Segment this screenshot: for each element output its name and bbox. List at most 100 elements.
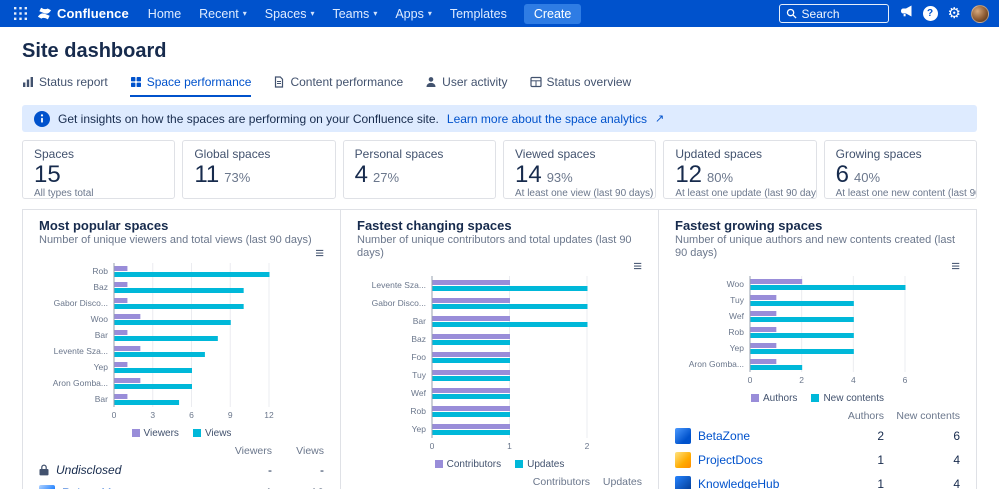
svg-text:Woo: Woo: [727, 279, 745, 289]
stats-card-row: Spaces 15 All types total Global spaces …: [22, 140, 977, 199]
chart-menu-icon[interactable]: ≡: [633, 258, 642, 275]
space-link[interactable]: BetaZone: [698, 429, 751, 443]
charts-panel-row: Most popular spaces Number of unique vie…: [22, 209, 977, 489]
table-grid-icon: [529, 76, 542, 88]
space-link[interactable]: ProjectDocs: [698, 453, 763, 467]
svg-text:6: 6: [189, 410, 194, 420]
column-header: New contents: [896, 410, 960, 422]
svg-text:Levente Sza...: Levente Sza...: [372, 280, 426, 290]
nav-item-recent[interactable]: Recent ▾: [199, 6, 247, 21]
popular-spaces-table: Viewers Views Undisclosed - - Robert Mon…: [39, 442, 324, 489]
chart-legend: Contributors Updates: [357, 457, 642, 471]
chart-legend: Viewers Views: [39, 426, 324, 440]
nav-right-cluster: ? ⚙: [778, 4, 989, 23]
panel-fastest-changing-spaces: Fastest changing spaces Number of unique…: [340, 210, 658, 489]
svg-text:Wef: Wef: [729, 311, 745, 321]
top-navigation-bar: Confluence Home Recent ▾ Spaces ▾ Teams ▾ A…: [0, 0, 999, 27]
gear-icon[interactable]: ⚙: [947, 5, 961, 22]
announcements-icon[interactable]: [899, 4, 913, 23]
tab-status-overview[interactable]: Status overview: [529, 75, 631, 97]
help-icon[interactable]: ?: [922, 6, 938, 21]
stat-card-global-spaces: Global spaces 11 73%: [182, 140, 336, 199]
chevron-down-icon: ▾: [242, 9, 247, 18]
nav-item-templates[interactable]: Templates: [449, 6, 507, 21]
tab-space-performance[interactable]: Space performance: [129, 75, 252, 97]
svg-text:Yep: Yep: [730, 343, 745, 353]
legend-item: Viewers: [131, 428, 179, 439]
svg-text:Bar: Bar: [413, 316, 426, 326]
space-avatar: [675, 476, 691, 489]
nav-item-spaces[interactable]: Spaces ▾: [264, 6, 315, 21]
create-button[interactable]: Create: [523, 3, 582, 24]
search-box[interactable]: [778, 4, 889, 23]
stat-value: 14: [514, 161, 542, 188]
space-link[interactable]: KnowledgeHub: [698, 477, 780, 489]
svg-text:Rob: Rob: [728, 327, 744, 337]
stat-card-viewed-spaces: Viewed spaces 14 93% At least one view (l…: [502, 140, 657, 199]
svg-text:Wef: Wef: [411, 388, 427, 398]
tab-user-activity[interactable]: User activity: [425, 75, 508, 97]
svg-text:1: 1: [507, 441, 512, 451]
legend-item: New contents: [811, 393, 884, 404]
learn-more-link[interactable]: Learn more about the space analytics: [446, 111, 648, 126]
column-header: Views: [296, 445, 324, 457]
growing-spaces-table: Authors New contents BetaZone 2 6 Projec…: [675, 407, 960, 489]
chart-menu-icon[interactable]: ≡: [315, 245, 324, 262]
stat-card-spaces: Spaces 15 All types total: [22, 140, 176, 199]
column-header: Updates: [602, 476, 642, 488]
document-icon: [275, 76, 284, 88]
user-icon: [426, 77, 436, 87]
page-title: Site dashboard: [22, 40, 167, 62]
legend-item: Authors: [750, 393, 797, 404]
search-input[interactable]: [801, 6, 882, 21]
svg-text:Rob: Rob: [410, 406, 426, 416]
svg-text:9: 9: [228, 410, 233, 420]
space-avatar: [39, 485, 55, 489]
column-header: Authors: [847, 410, 884, 422]
table-row: Robert Mongose 1 10: [39, 481, 324, 489]
spaces-grid-icon: [130, 77, 141, 87]
svg-text:Woo: Woo: [91, 314, 109, 324]
product-name: Confluence: [57, 6, 129, 21]
bar-chart-icon: [23, 77, 33, 87]
svg-text:Bar: Bar: [95, 394, 108, 404]
changing-spaces-table: Contributors Updates Levente Szabo [Mido…: [357, 473, 642, 489]
chevron-down-icon: ▾: [373, 9, 378, 18]
chevron-down-icon: ▾: [310, 9, 315, 18]
stat-value: 4: [354, 161, 369, 188]
user-avatar[interactable]: [971, 4, 989, 23]
tab-status-report[interactable]: Status report: [22, 75, 108, 97]
svg-text:Gabor Disco...: Gabor Disco...: [54, 298, 108, 308]
panel-fastest-growing-spaces: Fastest growing spaces Number of unique …: [658, 210, 976, 489]
banner-text: Get insights on how the spaces are perfo…: [58, 111, 439, 126]
space-avatar: [675, 428, 691, 444]
nav-item-apps[interactable]: Apps ▾: [395, 6, 432, 21]
confluence-logo-icon: [37, 7, 52, 20]
svg-text:0: 0: [112, 410, 117, 420]
svg-text:Foo: Foo: [411, 352, 426, 362]
table-row: ProjectDocs 1 4: [675, 448, 960, 472]
nav-item-teams[interactable]: Teams ▾: [332, 6, 378, 21]
stat-value: 6: [835, 161, 849, 188]
chart-legend: Authors New contents: [675, 391, 960, 405]
info-icon: [34, 110, 50, 127]
svg-text:Yep: Yep: [412, 424, 427, 434]
app-switcher-icon[interactable]: [10, 7, 31, 20]
legend-item: Contributors: [434, 459, 501, 470]
table-row: Undisclosed - -: [39, 459, 324, 481]
nav-item-home[interactable]: Home: [147, 6, 182, 21]
stat-value: 11: [194, 161, 220, 188]
svg-text:Gabor Disco...: Gabor Disco...: [372, 298, 426, 308]
column-header: Contributors: [532, 476, 590, 488]
space-avatar: [675, 452, 691, 468]
stat-value: 15: [34, 161, 61, 188]
lock-icon: [39, 464, 49, 476]
legend-item: Updates: [515, 459, 564, 470]
chart-menu-icon[interactable]: ≡: [951, 258, 960, 275]
svg-text:Baz: Baz: [93, 282, 108, 292]
svg-text:Tuy: Tuy: [730, 295, 745, 305]
tab-content-performance[interactable]: Content performance: [273, 75, 403, 97]
panel-most-popular-spaces: Most popular spaces Number of unique vie…: [23, 210, 340, 489]
confluence-logo[interactable]: Confluence: [33, 6, 137, 21]
svg-text:3: 3: [150, 410, 155, 420]
